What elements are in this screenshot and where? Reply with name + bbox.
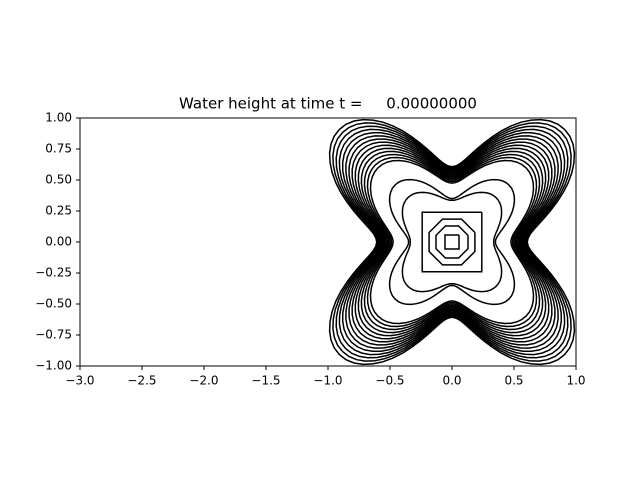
contour-line	[345, 135, 559, 349]
x-tick-label: −1.0	[313, 374, 342, 388]
y-tick-label: 0.00	[45, 235, 72, 249]
contour-line	[348, 138, 556, 346]
contour-line	[332, 122, 572, 362]
contour-line	[341, 131, 563, 353]
y-tick-label: 0.75	[45, 142, 72, 156]
contour-line	[328, 118, 576, 366]
contour-line	[435, 225, 469, 259]
contour-line	[335, 125, 569, 359]
contour-line	[388, 178, 516, 306]
chart-title: Water height at time t = 0.00000000	[179, 95, 477, 113]
contour-line	[354, 144, 550, 340]
contour-line	[363, 153, 541, 331]
x-tick-label: −2.0	[189, 374, 218, 388]
y-tick-label: −0.50	[35, 297, 72, 311]
contour-line	[428, 218, 476, 266]
y-tick-label: 0.25	[45, 204, 72, 218]
contour-line	[351, 141, 553, 343]
y-tick-label: −1.00	[35, 359, 72, 373]
contour-line	[360, 150, 544, 334]
x-tick-label: −2.5	[127, 374, 156, 388]
contour-line	[421, 211, 483, 273]
y-tick-label: 1.00	[45, 111, 72, 125]
y-tick-label: −0.75	[35, 328, 72, 342]
x-tick-label: 0.5	[504, 374, 523, 388]
x-tick-label: −0.5	[375, 374, 404, 388]
contour-line	[338, 128, 566, 356]
x-tick-label: 1.0	[566, 374, 585, 388]
contour-line	[444, 234, 460, 250]
contour-line	[369, 159, 535, 325]
x-tick-label: 0.0	[442, 374, 461, 388]
contour-line	[366, 156, 538, 328]
contour-line	[401, 191, 503, 293]
y-tick-label: −0.25	[35, 266, 72, 280]
y-tick-label: 0.50	[45, 173, 72, 187]
x-tick-label: −3.0	[65, 374, 94, 388]
contour-plot	[328, 118, 576, 366]
contour-line	[357, 147, 547, 337]
x-tick-label: −1.5	[251, 374, 280, 388]
